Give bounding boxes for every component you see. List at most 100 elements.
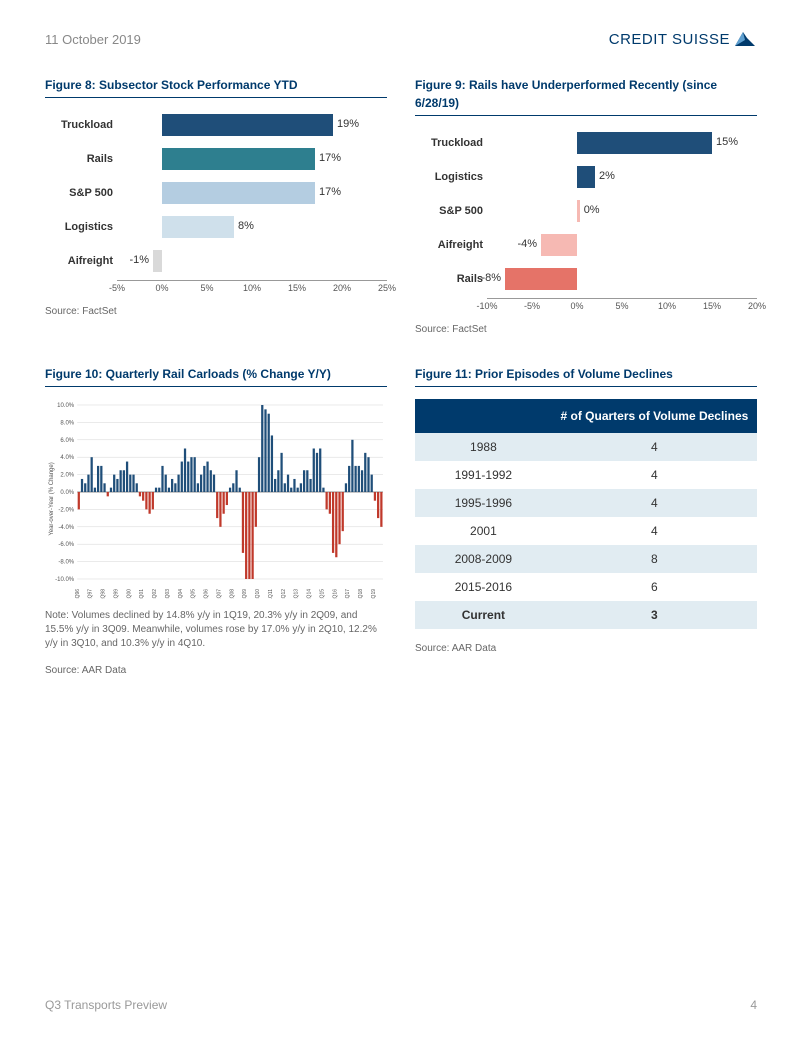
logo: CREDIT SUISSE <box>609 30 757 48</box>
svg-text:1Q07: 1Q07 <box>216 589 222 599</box>
svg-text:-4.0%: -4.0% <box>58 525 74 531</box>
figure-10-title: Figure 10: Quarterly Rail Carloads (% Ch… <box>45 367 331 381</box>
bar-category: S&P 500 <box>45 187 117 199</box>
svg-text:4.0%: 4.0% <box>60 455 74 461</box>
bar <box>541 234 577 256</box>
axis-tick: 10% <box>243 283 261 293</box>
table-cell-quarters: 8 <box>552 545 757 573</box>
bar <box>505 268 577 290</box>
bar-track: 17% <box>117 182 387 204</box>
bar-value-label: -1% <box>129 254 149 266</box>
table-cell-year: 1988 <box>415 433 552 461</box>
figure-9-title: Figure 9: Rails have Underperformed Rece… <box>415 78 717 110</box>
bar-row: Aifreight-4% <box>415 230 757 260</box>
bar-row: Logistics2% <box>415 162 757 192</box>
footer-title: Q3 Transports Preview <box>45 998 167 1012</box>
bar-category: Rails <box>415 273 487 285</box>
bar-row: Aifreight -1% <box>45 246 387 276</box>
bar-category: Truckload <box>415 137 487 149</box>
bar-row: Rails17% <box>45 144 387 174</box>
svg-text:-6.0%: -6.0% <box>58 542 74 548</box>
axis-tick: 15% <box>703 301 721 311</box>
credit-suisse-sail-icon <box>733 30 757 48</box>
svg-text:1Q09: 1Q09 <box>242 589 248 599</box>
table-cell-quarters: 4 <box>552 433 757 461</box>
figure-9-chart: Truckload 15% Logistics2% S&P 5000% Aifreigh… <box>415 128 757 316</box>
table-cell-quarters: 4 <box>552 489 757 517</box>
bar-row: Truckload19% <box>45 110 387 140</box>
figure-11: Figure 11: Prior Episodes of Volume Decl… <box>415 365 757 676</box>
bar-category: Aifreight <box>45 255 117 267</box>
table-header-cell: # of Quarters of Volume Declines <box>552 399 757 433</box>
bar-track: -1% <box>117 250 387 272</box>
table-cell-quarters: 4 <box>552 461 757 489</box>
svg-text:1Q19: 1Q19 <box>371 589 377 599</box>
axis-tick: 0% <box>155 283 168 293</box>
bar-value-label: -8% <box>481 272 501 284</box>
figure-8-title: Figure 8: Subsector Stock Performance YT… <box>45 78 298 92</box>
svg-text:-10.0%: -10.0% <box>55 577 75 583</box>
bar-category: Truckload <box>45 119 117 131</box>
svg-text:1Q10: 1Q10 <box>255 589 261 599</box>
bar-row: S&P 50017% <box>45 178 387 208</box>
svg-text:1Q11: 1Q11 <box>268 589 274 599</box>
bar-track: 0% <box>487 200 757 222</box>
table-cell-quarters: 3 <box>552 601 757 629</box>
svg-text:6.0%: 6.0% <box>60 438 74 444</box>
svg-text:1Q97: 1Q97 <box>88 589 94 599</box>
svg-text:1Q98: 1Q98 <box>101 589 107 599</box>
footer-page: 4 <box>750 998 757 1012</box>
header: 11 October 2019 CREDIT SUISSE <box>45 30 757 48</box>
svg-text:1Q17: 1Q17 <box>345 589 351 599</box>
table-cell-year: 2015-2016 <box>415 573 552 601</box>
svg-text:1Q14: 1Q14 <box>307 589 313 599</box>
axis-tick: 5% <box>200 283 213 293</box>
svg-text:1Q05: 1Q05 <box>191 589 197 599</box>
axis-tick: 10% <box>658 301 676 311</box>
bar-value-label: 2% <box>599 170 615 182</box>
bar-row: Rails-8% <box>415 264 757 294</box>
bar-row: Truckload 15% <box>415 128 757 158</box>
table-row: 1991-19924 <box>415 461 757 489</box>
figure-9-source: Source: FactSet <box>415 324 757 335</box>
logo-text: CREDIT SUISSE <box>609 31 730 48</box>
bar-category: Logistics <box>45 221 117 233</box>
table-row: 19884 <box>415 433 757 461</box>
axis-tick: -5% <box>109 283 125 293</box>
svg-text:1Q08: 1Q08 <box>229 589 235 599</box>
svg-text:1Q16: 1Q16 <box>332 589 338 599</box>
bar-track: 15% <box>487 132 757 154</box>
bar-value-label: 8% <box>238 220 254 232</box>
svg-text:8.0%: 8.0% <box>60 420 74 426</box>
footer: Q3 Transports Preview 4 <box>45 998 757 1012</box>
svg-text:10.0%: 10.0% <box>57 403 75 409</box>
axis-tick: -10% <box>476 301 497 311</box>
svg-text:1Q02: 1Q02 <box>152 589 158 599</box>
bar <box>577 166 595 188</box>
axis-tick: 5% <box>615 301 628 311</box>
x-axis: -5%0%5%10%15%20%25% <box>45 280 387 298</box>
table-cell-year: Current <box>415 601 552 629</box>
page-date: 11 October 2019 <box>45 32 141 47</box>
axis-tick: 20% <box>333 283 351 293</box>
bar <box>162 114 333 136</box>
bar-row: S&P 5000% <box>415 196 757 226</box>
bar-value-label: -4% <box>517 238 537 250</box>
svg-text:1Q12: 1Q12 <box>281 589 287 599</box>
table-cell-year: 1991-1992 <box>415 461 552 489</box>
figure-10-source: Source: AAR Data <box>45 665 387 676</box>
svg-text:Year-over-Year (% Change): Year-over-Year (% Change) <box>49 462 55 535</box>
bar-value-label: 15% <box>716 136 738 148</box>
axis-tick: 15% <box>288 283 306 293</box>
figure-11-source: Source: AAR Data <box>415 643 757 654</box>
figure-8-chart: Truckload19%Rails17%S&P 50017%Logistics8… <box>45 110 387 298</box>
figure-10-chart: -10.0%-8.0%-6.0%-4.0%-2.0%0.0%2.0%4.0%6.… <box>45 399 387 599</box>
bar-category: Rails <box>45 153 117 165</box>
bar-track: -8% <box>487 268 757 290</box>
table-cell-year: 2001 <box>415 517 552 545</box>
x-axis: -10%-5%0%5%10%15%20% <box>415 298 757 316</box>
figure-8-source: Source: FactSet <box>45 306 387 317</box>
table-row: 2008-20098 <box>415 545 757 573</box>
figure-10: Figure 10: Quarterly Rail Carloads (% Ch… <box>45 365 387 676</box>
bar-row: Logistics 8% <box>45 212 387 242</box>
